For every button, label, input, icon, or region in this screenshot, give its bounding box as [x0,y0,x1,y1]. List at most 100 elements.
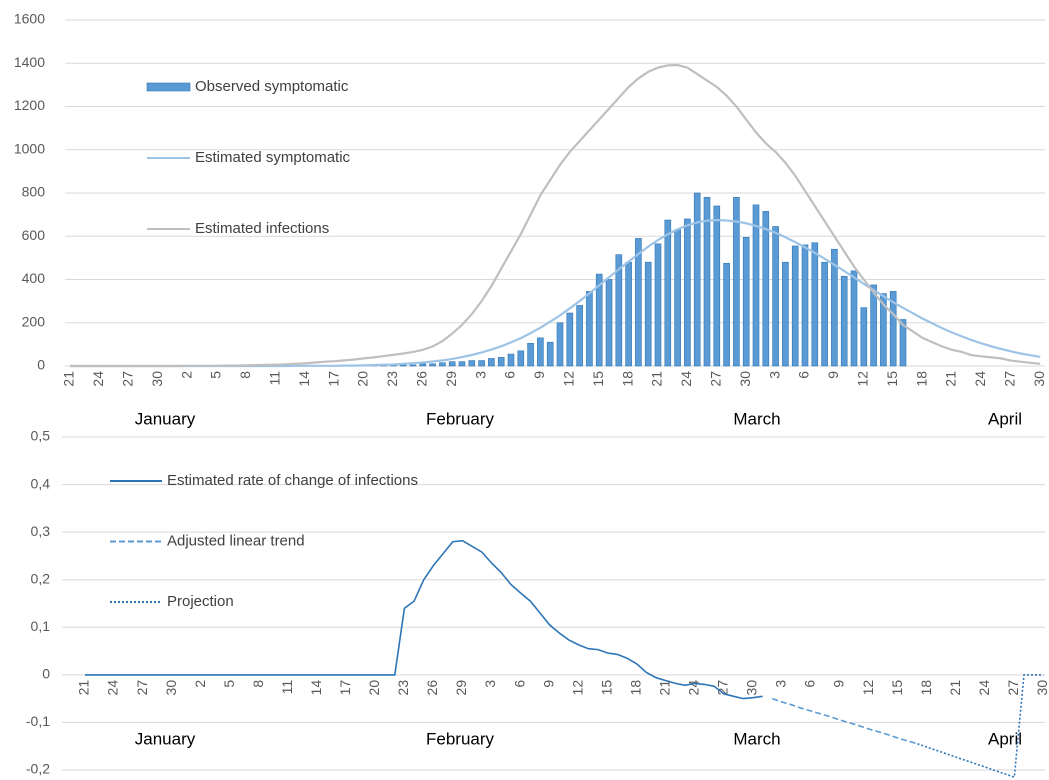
bar [713,205,721,367]
y-tick-label: -0,2 [26,761,50,777]
bar [782,261,789,367]
x-tick-label: 27 [715,680,731,696]
bar [831,248,838,367]
y-tick-label: 1200 [14,97,45,113]
x-tick-label: 9 [531,371,547,379]
bar [478,360,485,367]
x-tick-label: 12 [855,371,871,387]
x-tick-label: 30 [149,371,165,387]
x-tick-label: 11 [279,680,295,695]
x-tick-label: 2 [178,371,194,379]
y-tick-label: -0,1 [26,713,50,729]
bar [733,197,740,367]
x-tick-label: 27 [134,680,150,696]
bar [860,307,868,367]
x-tick-label: 9 [825,371,841,379]
bar [674,229,681,367]
month-label: April [988,409,1022,428]
x-tick-label: 30 [1034,680,1049,696]
bar [419,363,427,367]
bar [409,364,417,367]
x-tick-label: 5 [208,371,224,379]
bar [527,342,534,367]
x-tick-label: 18 [619,371,635,387]
x-tick-label: 23 [384,371,400,387]
x-tick-label: 3 [766,371,782,379]
bar [654,243,662,367]
x-tick-label: 17 [325,371,341,387]
x-tick-label: 9 [831,680,847,688]
x-tick-label: 12 [860,680,876,696]
bar [556,322,564,367]
bar [703,197,711,367]
x-tick-label: 14 [308,680,324,696]
x-tick-label: 24 [686,680,702,696]
y-tick-label: 0 [37,357,45,373]
x-tick-label: 26 [424,680,440,696]
bar [742,237,750,367]
bar [811,242,819,367]
bar [840,275,848,367]
bar [791,245,799,367]
legend-label: Adjusted linear trend [167,532,305,549]
x-tick-label: 15 [884,371,900,387]
x-tick-label: 6 [502,371,518,379]
bar [517,350,525,367]
x-tick-label: 17 [337,680,353,696]
x-tick-label: 21 [76,680,92,696]
bar [762,211,770,367]
x-tick-label: 24 [976,680,992,696]
x-tick-label: 8 [237,371,253,379]
bar [772,226,779,367]
x-tick-label: 30 [1031,371,1047,387]
bar [576,305,583,367]
bar [723,262,730,367]
bar [586,291,593,367]
x-tick-label: 21 [943,371,959,387]
x-tick-label: 29 [453,680,469,696]
line [70,63,1041,368]
x-tick-label: 5 [221,680,237,688]
y-tick-label: 1400 [14,54,45,70]
x-tick-label: 24 [678,371,694,387]
x-tick-label: 20 [355,371,371,387]
bar [693,192,701,367]
x-tick-label: 27 [120,371,136,387]
bar [566,312,574,367]
y-tick-label: 0,3 [31,523,51,539]
bar [850,270,858,367]
x-tick-label: 21 [657,680,673,696]
month-label: March [733,409,780,428]
x-tick-label: 18 [627,680,643,696]
x-tick-label: 15 [590,371,606,387]
bar [664,219,672,367]
legend-label: Estimated rate of change of infections [167,472,418,489]
bar [488,358,495,367]
x-tick-label: 24 [105,680,121,696]
bar [801,244,809,367]
bar [605,279,613,367]
x-tick-label: 2 [192,680,208,688]
y-tick-label: 200 [22,313,46,329]
y-tick-label: 0,1 [31,618,51,634]
line [85,539,763,700]
x-tick-label: 6 [796,371,812,379]
x-tick-label: 24 [972,371,988,387]
bar [399,364,407,367]
bar [684,218,691,367]
bar [625,261,632,367]
x-tick-label: 9 [540,680,556,688]
x-tick-label: 30 [737,371,753,387]
month-label: January [135,729,196,748]
bar [899,319,907,367]
x-tick-label: 26 [414,371,430,387]
month-label: March [733,729,780,748]
x-tick-label: 3 [472,371,488,379]
legend-label: Estimated symptomatic [195,149,351,166]
y-tick-label: 800 [22,184,46,200]
x-tick-label: 11 [267,371,283,386]
x-tick-label: 14 [296,371,312,387]
x-tick-label: 15 [889,680,905,696]
